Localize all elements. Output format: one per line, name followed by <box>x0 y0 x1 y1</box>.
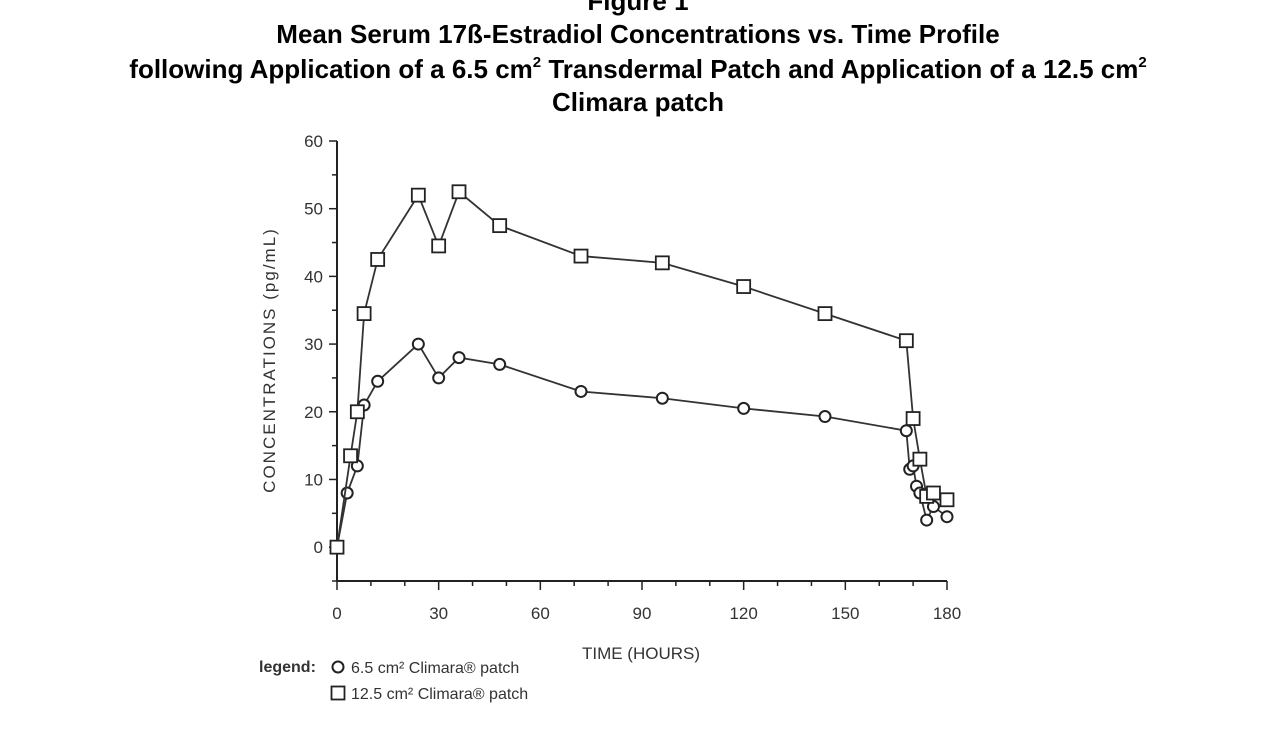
data-point <box>737 401 751 415</box>
x-tick-label: 150 <box>831 604 859 623</box>
data-point <box>492 218 508 234</box>
chart-legend: legend: 6.5 cm² Climara® patch 12.5 cm² Cl… <box>259 659 528 703</box>
title-line2-part2: Transdermal Patch and Application of a 1… <box>541 54 1139 84</box>
figure-label: Figure 1 <box>587 0 689 16</box>
data-point <box>905 411 921 426</box>
data-point <box>655 391 669 405</box>
title-line2-part1: following Application of a 6.5 cm <box>129 54 533 84</box>
x-axis-label: TIME (HOURS) <box>582 644 700 663</box>
data-point <box>920 513 934 527</box>
data-point <box>356 306 372 322</box>
data-point <box>410 187 426 203</box>
data-point <box>899 424 913 438</box>
chart-title-line1: Mean Serum 17ß-Estradiol Concentrations … <box>276 19 1000 49</box>
title-line2-sup2: 2 <box>1138 54 1147 71</box>
series-circle <box>330 337 954 554</box>
data-point <box>898 333 914 349</box>
data-point <box>370 252 386 267</box>
legend-entry-label: 12.5 cm² Climara® patch <box>351 686 528 703</box>
data-point <box>818 410 832 424</box>
x-tick-label: 60 <box>531 604 550 623</box>
chart-title-line2: following Application of a 6.5 cm2 Trans… <box>0 53 1276 85</box>
chart-title-line3: Climara patch <box>552 87 724 117</box>
legend-marker <box>331 660 345 674</box>
data-point <box>654 255 670 271</box>
data-point <box>573 248 589 264</box>
legend-entry-label: 6.5 cm² Climara® patch <box>351 660 519 677</box>
x-tick-label: 90 <box>633 604 652 623</box>
x-tick-label: 30 <box>429 604 448 623</box>
y-tick-label: 60 <box>304 132 323 151</box>
legend-marker <box>330 685 346 701</box>
data-point <box>939 492 955 508</box>
data-point <box>817 306 833 322</box>
x-tick-label: 120 <box>729 604 757 623</box>
data-point <box>343 448 358 464</box>
series-square <box>329 184 955 555</box>
data-point <box>912 451 928 467</box>
legend-prefix: legend: <box>259 659 316 676</box>
chart-series <box>329 184 955 555</box>
y-tick-label: 30 <box>304 335 323 354</box>
series-line <box>336 342 948 548</box>
data-point <box>349 404 365 420</box>
data-point <box>411 337 425 351</box>
data-point <box>432 371 446 385</box>
data-point <box>431 238 447 254</box>
chart-axes: 0 10 20 30 40 50 60 0 30 60 90 120 150 180 TIME (HOURS… <box>260 132 961 663</box>
series-line <box>336 190 948 548</box>
data-point <box>736 279 752 294</box>
data-point <box>493 357 507 371</box>
data-point <box>452 351 466 365</box>
data-point <box>926 485 941 501</box>
data-point <box>329 539 345 555</box>
y-axis-label: CONCENTRATIONS (pg/mL) <box>260 227 279 493</box>
y-tick-label: 10 <box>304 470 323 489</box>
x-tick-label: 0 <box>332 604 341 623</box>
title-line2-sup1: 2 <box>532 54 542 71</box>
x-tick-label: 180 <box>933 604 961 623</box>
data-point <box>940 510 954 524</box>
data-point <box>340 486 354 500</box>
y-tick-label: 50 <box>304 200 323 219</box>
data-point <box>371 374 385 388</box>
y-tick-label: 20 <box>304 403 323 422</box>
data-point <box>451 184 467 200</box>
y-tick-label: 40 <box>304 267 323 286</box>
y-tick-label: 0 <box>314 538 323 557</box>
data-point <box>574 384 588 398</box>
